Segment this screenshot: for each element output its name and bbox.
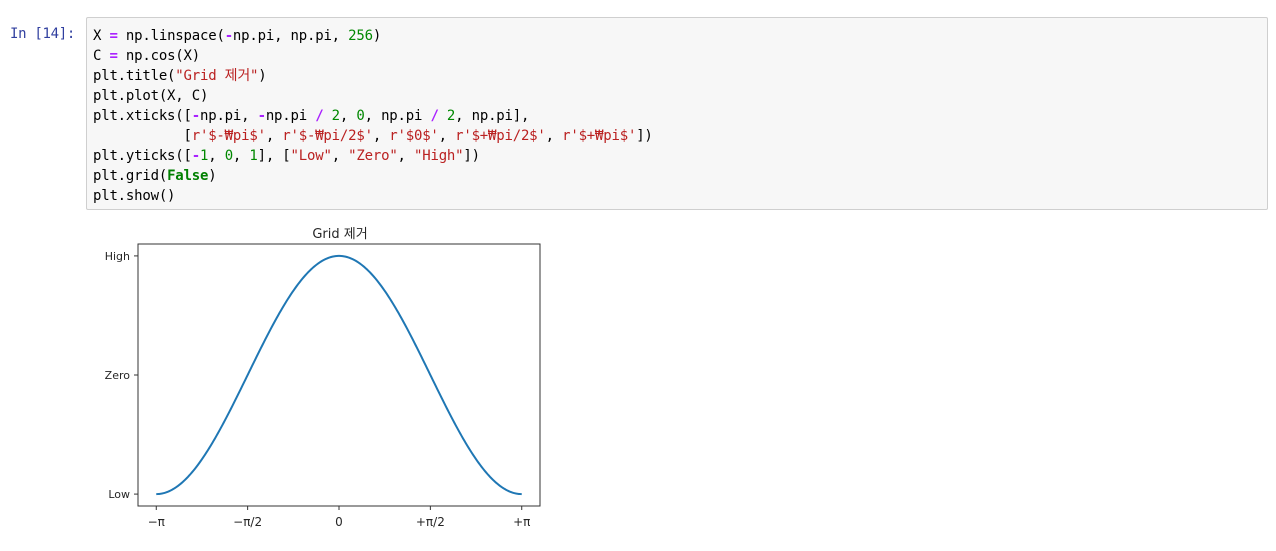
code-token: ]) xyxy=(463,148,480,164)
code-token: - xyxy=(191,148,200,164)
code-token: r'$-₩pi/2$' xyxy=(282,128,373,144)
cell-output: Grid 제거 Low Zero High −π −π/2 0 +π/2 +π xyxy=(86,220,566,545)
code-line: [r'$-₩pi$', r'$-₩pi/2$', r'$0$', r'$+₩pi… xyxy=(93,126,653,146)
code-token: False xyxy=(167,168,209,184)
code-token: ) xyxy=(258,68,267,84)
x-tick-label: +π/2 xyxy=(416,515,445,529)
code-token: / xyxy=(430,108,439,124)
code-token: plt.grid( xyxy=(93,168,168,184)
x-tick-label: −π/2 xyxy=(233,515,262,529)
code-line: plt.plot(X, C) xyxy=(93,86,653,106)
code-token: plt.show() xyxy=(93,188,176,204)
y-tick-label: High xyxy=(105,250,130,263)
code-token: r'$+₩pi$' xyxy=(562,128,637,144)
code-token: "Low" xyxy=(290,148,332,164)
code-token: 0 xyxy=(224,148,233,164)
code-token xyxy=(323,108,331,124)
code-token: ) xyxy=(372,28,382,44)
code-token: / xyxy=(315,108,324,124)
code-token: ) xyxy=(208,168,217,184)
code-line: X = np.linspace(-np.pi, np.pi, 256) xyxy=(93,26,653,46)
code-token: C xyxy=(93,48,110,64)
code-editor[interactable]: X = np.linspace(-np.pi, np.pi, 256) C = n… xyxy=(93,26,653,206)
y-tick-label: Low xyxy=(108,488,130,501)
code-token: 256 xyxy=(348,28,373,44)
code-token: r'$-₩pi$' xyxy=(191,128,266,144)
cos-line-chart: Grid 제거 Low Zero High −π −π/2 0 +π/2 +π xyxy=(105,227,541,529)
code-line: plt.grid(False) xyxy=(93,166,653,186)
code-token: np.pi xyxy=(265,108,316,124)
code-token: - xyxy=(191,108,200,124)
code-token: plt.yticks([ xyxy=(93,148,192,164)
x-axis: −π −π/2 0 +π/2 +π xyxy=(148,506,530,529)
code-token: , xyxy=(545,128,563,144)
code-line: plt.xticks([-np.pi, -np.pi / 2, 0, np.pi… xyxy=(93,106,653,126)
x-tick-label: 0 xyxy=(335,515,343,529)
code-token: ], [ xyxy=(257,148,291,164)
code-token: , xyxy=(265,128,283,144)
code-token: r'$+₩pi/2$' xyxy=(455,128,546,144)
code-token: , xyxy=(232,148,250,164)
code-token: 0 xyxy=(356,108,365,124)
y-tick-label: Zero xyxy=(105,369,131,382)
code-token: - xyxy=(257,108,266,124)
code-token: np.pi, xyxy=(199,108,258,124)
code-line: plt.show() xyxy=(93,186,653,206)
code-token: ]) xyxy=(636,128,653,144)
code-token: = xyxy=(109,48,118,64)
code-token: , xyxy=(372,128,390,144)
code-token: , xyxy=(331,148,349,164)
code-token: [ xyxy=(93,128,192,144)
code-token: plt.xticks([ xyxy=(93,108,192,124)
code-token: 2 xyxy=(331,108,340,124)
chart-title: Grid 제거 xyxy=(312,227,367,242)
code-token: np.linspace( xyxy=(117,28,225,44)
code-token: plt.plot(X, C) xyxy=(93,88,209,104)
x-tick-label: +π xyxy=(513,515,530,529)
code-token: "Grid 제거" xyxy=(175,68,259,84)
series-line-cos xyxy=(156,254,522,496)
code-token: plt.title( xyxy=(93,68,176,84)
code-token: , xyxy=(339,108,357,124)
code-line: plt.title("Grid 제거") xyxy=(93,66,653,86)
code-cell-input[interactable]: X = np.linspace(-np.pi, np.pi, 256) C = n… xyxy=(86,17,1268,210)
code-line: C = np.cos(X) xyxy=(93,46,653,66)
plot-frame xyxy=(137,243,541,507)
code-token: 1 xyxy=(249,148,258,164)
code-token: "Zero" xyxy=(348,148,398,164)
code-token: np.pi, np.pi, xyxy=(232,28,349,44)
code-token: "High" xyxy=(414,148,464,164)
code-token: - xyxy=(224,28,233,44)
code-token xyxy=(439,108,447,124)
code-token: 1 xyxy=(199,148,209,164)
code-token: , xyxy=(397,148,415,164)
x-tick-label: −π xyxy=(148,515,165,529)
y-axis: Low Zero High xyxy=(105,250,138,501)
cell-prompt: In [14]: xyxy=(10,26,76,42)
code-token: , np.pi xyxy=(364,108,431,124)
code-token: np.cos(X) xyxy=(117,48,200,64)
code-token: , np.pi], xyxy=(455,108,530,124)
code-token: 2 xyxy=(446,108,456,124)
code-token: X xyxy=(93,28,110,44)
code-token: , xyxy=(438,128,456,144)
code-line: plt.yticks([-1, 0, 1], ["Low", "Zero", "… xyxy=(93,146,653,166)
code-token: r'$0$' xyxy=(389,128,439,144)
code-token: = xyxy=(109,28,118,44)
code-token: , xyxy=(208,148,225,164)
